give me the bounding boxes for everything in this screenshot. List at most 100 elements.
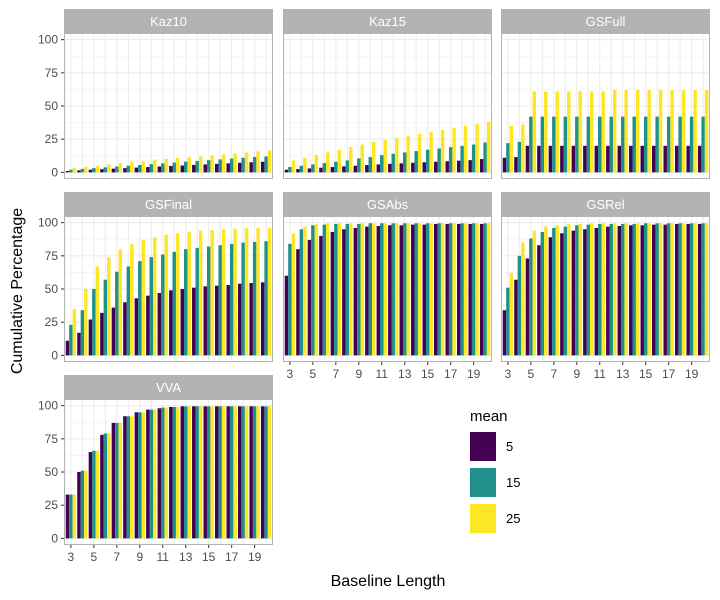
legend-label: 15 (506, 475, 520, 490)
bar (586, 116, 590, 173)
x-tick-label: 17 (225, 550, 239, 564)
bar (555, 225, 559, 356)
series-5 (65, 161, 265, 173)
bar (681, 90, 686, 173)
bar (632, 223, 636, 356)
bar (357, 223, 361, 356)
panel-border (64, 399, 273, 545)
bar (198, 406, 203, 539)
bar (241, 242, 245, 356)
bar (368, 223, 372, 356)
bar (624, 90, 628, 173)
y-tick-label: 50 (45, 465, 59, 479)
bar (141, 239, 145, 356)
bar (180, 165, 185, 173)
bar (380, 223, 384, 356)
bar (704, 223, 709, 356)
bar (365, 165, 369, 173)
bar (157, 166, 162, 173)
bar (175, 157, 180, 173)
bar (314, 223, 319, 356)
bar (575, 116, 579, 173)
bar (115, 271, 119, 356)
bar (241, 406, 245, 539)
bar (502, 157, 507, 173)
bar (349, 147, 353, 173)
x-tick-label: 13 (398, 367, 412, 381)
bar (693, 223, 697, 356)
bar (244, 152, 249, 173)
bar (84, 289, 88, 356)
bar (434, 223, 438, 356)
bar (635, 223, 640, 356)
bar (598, 116, 602, 173)
bar (100, 434, 104, 539)
bar (544, 91, 548, 173)
bar (655, 116, 659, 173)
bar (647, 90, 651, 173)
bar (532, 230, 537, 356)
bar (578, 223, 582, 356)
bar (342, 166, 346, 173)
bar (88, 452, 93, 539)
bar (146, 409, 150, 539)
bar (130, 416, 134, 539)
bar (521, 242, 525, 356)
bar (663, 145, 667, 173)
bar (134, 412, 139, 539)
series-5 (284, 223, 484, 356)
bar (138, 261, 142, 356)
bar (164, 407, 168, 539)
bar (406, 223, 410, 356)
bar (697, 145, 702, 173)
bar (502, 310, 507, 356)
bar (606, 145, 610, 173)
bar (187, 406, 191, 539)
series-25 (72, 227, 272, 356)
x-tick-label: 11 (157, 550, 170, 564)
bar (548, 237, 553, 356)
bar (624, 223, 628, 356)
bar (249, 162, 253, 173)
bar (169, 406, 173, 539)
bar (77, 472, 81, 539)
bar (640, 225, 644, 356)
bar (567, 91, 571, 173)
bar (138, 164, 142, 173)
bar (583, 229, 587, 356)
bar (617, 145, 622, 173)
bar (65, 340, 70, 356)
series-25 (291, 121, 491, 173)
bar (267, 406, 272, 539)
bar (689, 223, 694, 356)
bar (521, 124, 525, 173)
bar (206, 406, 211, 539)
bar (184, 161, 188, 173)
bar (693, 90, 697, 173)
legend-swatch (470, 504, 496, 533)
bar (319, 235, 323, 356)
bar (77, 332, 81, 356)
bar (111, 307, 116, 356)
bar (221, 154, 226, 173)
y-tick-label: 50 (45, 99, 59, 113)
y-tick-label: 25 (45, 132, 59, 146)
bar (486, 223, 491, 356)
bar (681, 223, 686, 356)
bar (376, 164, 381, 173)
facet-panel-kaz15: Kaz15 (283, 9, 492, 179)
bar (123, 168, 127, 173)
bar (612, 223, 617, 356)
x-tick-label: 7 (113, 550, 120, 564)
facet-strip-label: GSAbs (367, 197, 409, 212)
bar (195, 247, 199, 356)
bar (195, 406, 199, 539)
bar (403, 223, 407, 356)
legend: mean 5 15 25 (470, 408, 520, 533)
bar (658, 90, 663, 173)
bar (440, 129, 445, 173)
series-25 (509, 223, 709, 356)
bar (84, 470, 88, 539)
bar (161, 163, 165, 173)
bar (180, 289, 185, 356)
